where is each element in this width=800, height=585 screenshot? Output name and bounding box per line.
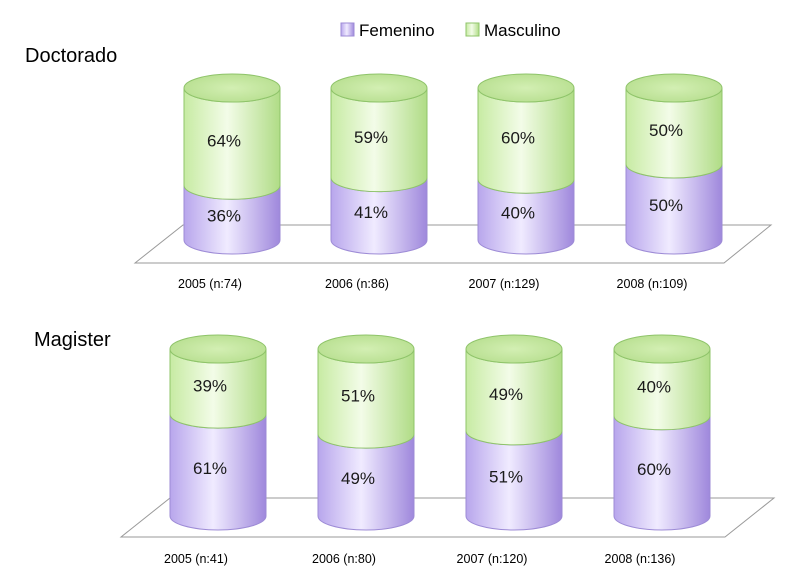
category-label: 2005 (n:41) [164, 552, 228, 566]
legend: Femenino Masculino [340, 21, 561, 40]
data-label-female: 36% [207, 207, 241, 226]
cylinder-2: 40% 60% [477, 73, 575, 255]
bar-cap [330, 73, 428, 103]
data-label-male: 40% [637, 377, 671, 396]
data-label-male: 50% [649, 121, 683, 140]
cylinder-1: 41% 59% [330, 73, 428, 255]
bar-cap [169, 334, 267, 364]
data-label-female: 51% [489, 467, 523, 486]
legend-swatch-male [465, 22, 480, 37]
legend-swatch-female [340, 22, 355, 37]
bar-cap [183, 73, 281, 103]
panel-magister: Magister 61% 39% 2005 (n:41) 49% 51% 2006 (n:8… [34, 329, 776, 566]
data-label-male: 59% [354, 128, 388, 147]
cylinder-3: 50% 50% [625, 73, 723, 255]
bar-cap [613, 334, 711, 364]
data-label-female: 40% [501, 204, 535, 223]
category-label: 2008 (n:136) [605, 552, 676, 566]
data-label-male: 51% [341, 387, 375, 406]
cylinder-3: 60% 40% [613, 334, 711, 531]
bar-cap [477, 73, 575, 103]
cylinder-2: 51% 49% [465, 334, 563, 531]
chart-floor [133, 224, 773, 264]
chart-floor [119, 497, 776, 538]
data-label-male: 49% [489, 385, 523, 404]
bar-cap [465, 334, 563, 364]
category-label: 2006 (n:86) [325, 277, 389, 291]
category-label: 2007 (n:129) [469, 277, 540, 291]
panel-doctorado: Doctorado 36% 64% 2005 (n:74) 41% 59% 2006 (n:… [25, 45, 773, 291]
legend-label-male: Masculino [484, 21, 561, 40]
cylinder-0: 36% 64% [183, 73, 281, 255]
category-label: 2008 (n:109) [617, 277, 688, 291]
data-label-male: 64% [207, 132, 241, 151]
data-label-female: 61% [193, 459, 227, 478]
panel-title: Magister [34, 329, 111, 351]
cylinder-0: 61% 39% [169, 334, 267, 531]
bar-cap [625, 73, 723, 103]
legend-label-female: Femenino [359, 21, 435, 40]
data-label-female: 49% [341, 469, 375, 488]
category-label: 2007 (n:120) [457, 552, 528, 566]
data-label-female: 50% [649, 196, 683, 215]
category-label: 2005 (n:74) [178, 277, 242, 291]
data-label-female: 41% [354, 203, 388, 222]
cylinder-1: 49% 51% [317, 334, 415, 531]
data-label-male: 60% [501, 129, 535, 148]
data-label-male: 39% [193, 377, 227, 396]
category-label: 2006 (n:80) [312, 552, 376, 566]
bar-cap [317, 334, 415, 364]
data-label-female: 60% [637, 460, 671, 479]
panel-title: Doctorado [25, 45, 117, 67]
